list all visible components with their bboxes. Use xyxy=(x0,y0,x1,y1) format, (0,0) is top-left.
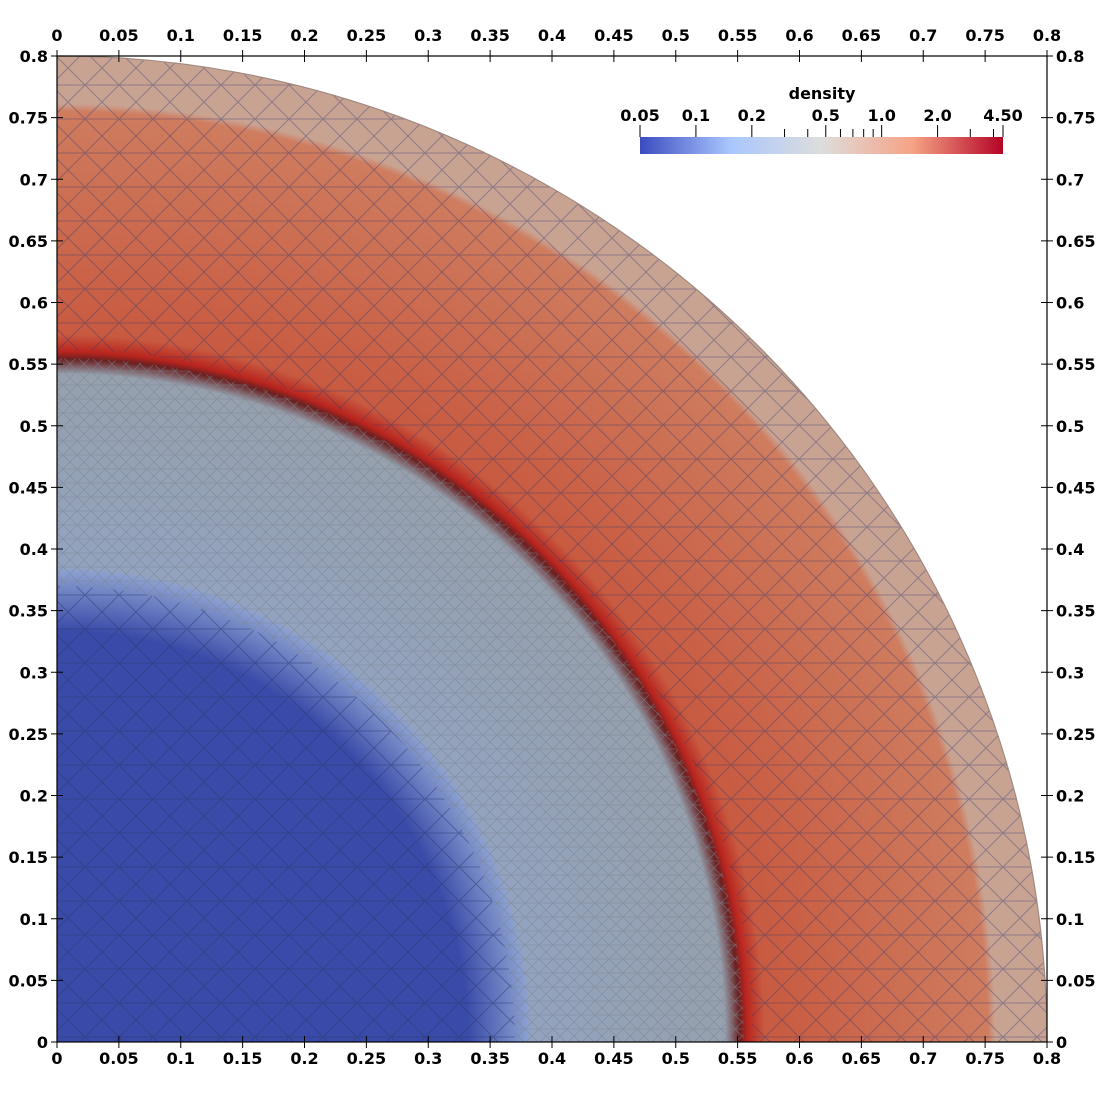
y-right-tick-label: 0 xyxy=(1056,1033,1067,1052)
y-left-tick-label: 0.3 xyxy=(20,663,48,682)
x-top-tick-label: 0.05 xyxy=(99,26,138,45)
y-right-tick-label: 0.3 xyxy=(1056,663,1084,682)
x-bottom-tick-label: 0.65 xyxy=(842,1049,881,1068)
y-right-tick-label: 0.25 xyxy=(1056,725,1095,744)
x-top-tick-label: 0.6 xyxy=(785,26,813,45)
y-right-tick-label: 0.6 xyxy=(1056,294,1084,313)
x-bottom-tick-label: 0.5 xyxy=(662,1049,690,1068)
x-top-tick-label: 0.7 xyxy=(909,26,937,45)
colorbar-tick-label: 0.5 xyxy=(812,106,840,125)
y-left-tick-label: 0.75 xyxy=(9,109,48,128)
x-top-tick-label: 0.15 xyxy=(223,26,262,45)
y-right-tick-label: 0.55 xyxy=(1056,355,1095,374)
x-top-tick-label: 0.2 xyxy=(290,26,318,45)
inner-mesh xyxy=(57,585,515,1042)
colorbar: density 0.05 0.1 0.2 0.5 1.0 2.0 4.50 xyxy=(620,84,1023,154)
x-top-tick-label: 0.3 xyxy=(414,26,442,45)
y-axis-left: 0 0.05 0.1 0.15 0.2 0.25 0.3 0.35 0.4 0.45 0.5 0.55… xyxy=(9,47,63,1052)
colorbar-title: density xyxy=(789,84,856,103)
x-top-tick-label: 0.5 xyxy=(662,26,690,45)
y-left-tick-label: 0.7 xyxy=(20,170,48,189)
x-bottom-tick-label: 0.45 xyxy=(594,1049,633,1068)
x-bottom-tick-label: 0.2 xyxy=(290,1049,318,1068)
x-top-tick-label: 0.25 xyxy=(347,26,386,45)
x-bottom-tick-label: 0.25 xyxy=(347,1049,386,1068)
x-bottom-tick-label: 0.8 xyxy=(1033,1049,1061,1068)
x-bottom-tick-label: 0.4 xyxy=(538,1049,566,1068)
outer-boundary xyxy=(56,55,1048,1043)
x-top-tick-label: 0.1 xyxy=(167,26,195,45)
colorbar-gradient xyxy=(640,137,1003,154)
colorbar-tick-label: 0.1 xyxy=(682,106,710,125)
colorbar-ticks: 0.05 0.1 0.2 0.5 1.0 2.0 4.50 xyxy=(620,106,1023,137)
y-right-tick-label: 0.75 xyxy=(1056,109,1095,128)
x-bottom-tick-label: 0 xyxy=(51,1049,62,1068)
x-top-tick-label: 0.4 xyxy=(538,26,566,45)
y-right-tick-label: 0.35 xyxy=(1056,602,1095,621)
y-left-tick-label: 0.45 xyxy=(9,478,48,497)
y-right-tick-label: 0.7 xyxy=(1056,170,1084,189)
y-left-tick-label: 0.5 xyxy=(20,417,48,436)
y-right-tick-label: 0.1 xyxy=(1056,910,1084,929)
y-left-tick-label: 0.15 xyxy=(9,848,48,867)
x-axis-top: 0 0.05 0.1 0.15 0.2 0.25 0.3 0.35 0.4 0.45 0.5 0.55… xyxy=(51,26,1061,62)
x-top-tick-label: 0.8 xyxy=(1033,26,1061,45)
y-right-tick-label: 0.15 xyxy=(1056,848,1095,867)
colorbar-tick-label: 2.0 xyxy=(923,106,951,125)
y-left-tick-label: 0.2 xyxy=(20,787,48,806)
x-bottom-tick-label: 0.1 xyxy=(167,1049,195,1068)
y-left-tick-label: 0.6 xyxy=(20,294,48,313)
x-bottom-tick-label: 0.05 xyxy=(99,1049,138,1068)
x-top-tick-label: 0.75 xyxy=(965,26,1004,45)
x-bottom-tick-label: 0.15 xyxy=(223,1049,262,1068)
y-left-tick-label: 0.65 xyxy=(9,232,48,251)
y-left-tick-label: 0.05 xyxy=(9,971,48,990)
x-axis-bottom: 0 0.05 0.1 0.15 0.2 0.25 0.3 0.35 0.4 0.45 0.5 0.55… xyxy=(51,1036,1061,1068)
y-right-tick-label: 0.8 xyxy=(1056,47,1084,66)
x-bottom-tick-label: 0.3 xyxy=(414,1049,442,1068)
x-bottom-tick-label: 0.35 xyxy=(470,1049,509,1068)
y-axis-right: 0 0.05 0.1 0.15 0.2 0.25 0.3 0.35 0.4 0.45 0.5 0.55… xyxy=(1041,47,1095,1052)
x-top-tick-label: 0 xyxy=(51,26,62,45)
x-bottom-tick-label: 0.6 xyxy=(785,1049,813,1068)
y-right-tick-label: 0.45 xyxy=(1056,478,1095,497)
y-right-tick-label: 0.4 xyxy=(1056,540,1084,559)
x-top-tick-label: 0.45 xyxy=(594,26,633,45)
y-left-tick-label: 0.35 xyxy=(9,602,48,621)
x-bottom-tick-label: 0.7 xyxy=(909,1049,937,1068)
density-field xyxy=(56,55,1048,1043)
x-top-tick-label: 0.65 xyxy=(842,26,881,45)
x-top-tick-label: 0.35 xyxy=(470,26,509,45)
y-right-tick-label: 0.65 xyxy=(1056,232,1095,251)
outer-mesh xyxy=(57,56,1047,1042)
y-left-tick-label: 0.55 xyxy=(9,355,48,374)
colorbar-tick-label: 0.2 xyxy=(738,106,766,125)
middle-mesh xyxy=(57,357,744,1042)
y-right-tick-label: 0.2 xyxy=(1056,787,1084,806)
y-left-tick-label: 0.1 xyxy=(20,910,48,929)
y-left-tick-label: 0.4 xyxy=(20,540,48,559)
x-top-tick-label: 0.55 xyxy=(718,26,757,45)
colorbar-tick-label: 1.0 xyxy=(867,106,895,125)
x-bottom-tick-label: 0.75 xyxy=(965,1049,1004,1068)
x-bottom-tick-label: 0.55 xyxy=(718,1049,757,1068)
y-left-tick-label: 0.25 xyxy=(9,725,48,744)
y-left-tick-label: 0.8 xyxy=(20,47,48,66)
colorbar-tick-label: 4.50 xyxy=(983,106,1022,125)
y-left-tick-label: 0 xyxy=(37,1033,48,1052)
colorbar-tick-label: 0.05 xyxy=(620,106,659,125)
y-right-tick-label: 0.5 xyxy=(1056,417,1084,436)
y-right-tick-label: 0.05 xyxy=(1056,971,1095,990)
